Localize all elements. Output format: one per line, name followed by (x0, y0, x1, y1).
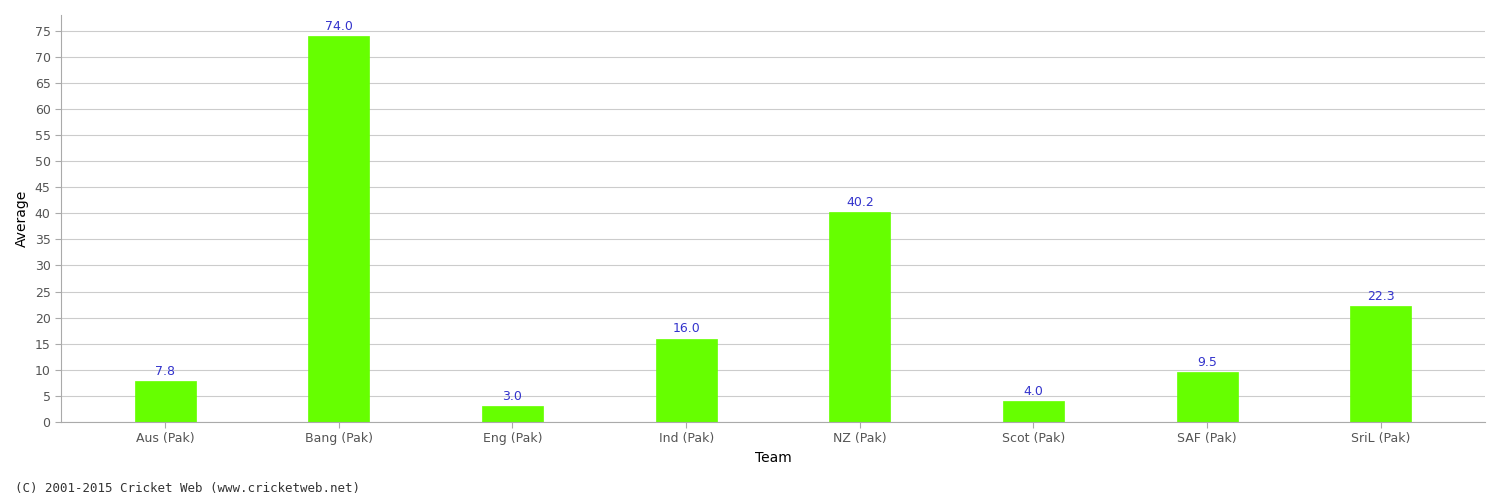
Text: (C) 2001-2015 Cricket Web (www.cricketweb.net): (C) 2001-2015 Cricket Web (www.cricketwe… (15, 482, 360, 495)
Text: 3.0: 3.0 (503, 390, 522, 403)
Bar (1350, 306, 1412, 422)
Text: 40.2: 40.2 (846, 196, 873, 209)
Y-axis label: Average: Average (15, 190, 28, 247)
Bar (309, 36, 369, 422)
Bar (135, 382, 195, 422)
Text: 9.5: 9.5 (1197, 356, 1216, 370)
X-axis label: Team: Team (754, 451, 792, 465)
Bar (830, 212, 890, 422)
Bar (482, 406, 543, 422)
Text: 22.3: 22.3 (1366, 290, 1395, 302)
Text: 7.8: 7.8 (154, 365, 176, 378)
Text: 4.0: 4.0 (1023, 385, 1044, 398)
Text: 16.0: 16.0 (672, 322, 700, 336)
Bar (656, 338, 717, 422)
Bar (1004, 401, 1064, 422)
Text: 74.0: 74.0 (326, 20, 352, 32)
Bar (1178, 372, 1238, 422)
